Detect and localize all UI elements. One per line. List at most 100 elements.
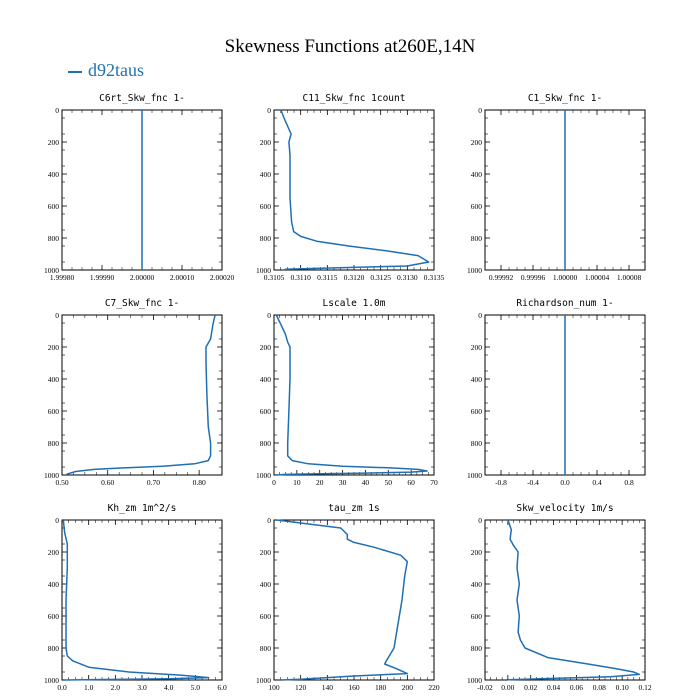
y-tick-label: 600 bbox=[48, 407, 60, 416]
x-tick-label: 0.3105 bbox=[264, 273, 285, 282]
y-tick-label: 600 bbox=[471, 407, 483, 416]
y-tick-label: 200 bbox=[48, 138, 60, 147]
x-tick-label: 0.3135 bbox=[424, 273, 445, 282]
y-tick-label: 400 bbox=[48, 170, 60, 179]
plot-frame bbox=[61, 519, 223, 681]
y-tick-label: 600 bbox=[471, 612, 483, 621]
panel-2: C11_Skw_fnc 1count 0 200 400 600 800 10000.310… bbox=[256, 93, 445, 282]
x-tick-label: 2.00020 bbox=[210, 273, 235, 282]
panel-title: C11_Skw_fnc 1count bbox=[303, 93, 406, 104]
x-tick-label: 0.00 bbox=[501, 683, 514, 692]
plot-frame bbox=[484, 519, 646, 681]
y-tick-label: 800 bbox=[260, 439, 272, 448]
y-tick-label: 800 bbox=[471, 439, 483, 448]
x-tick-label: 0.3120 bbox=[344, 273, 365, 282]
y-tick-label: 600 bbox=[48, 612, 60, 621]
x-tick-label: 200 bbox=[402, 683, 414, 692]
legend-swatch bbox=[68, 70, 82, 73]
plot-frame bbox=[61, 314, 223, 476]
y-tick-label: 0 bbox=[478, 106, 482, 115]
y-tick-label: 600 bbox=[471, 202, 483, 211]
y-tick-label: 200 bbox=[471, 343, 483, 352]
x-tick-label: 40 bbox=[362, 478, 370, 487]
y-tick-label: 800 bbox=[471, 644, 483, 653]
y-tick-label: 200 bbox=[471, 548, 483, 557]
x-tick-label: 100 bbox=[268, 683, 280, 692]
x-tick-label: 2.00010 bbox=[170, 273, 195, 282]
page-title: Skewness Functions at260E,14N bbox=[224, 36, 476, 57]
panel-title: tau_zm 1s bbox=[328, 503, 379, 514]
series-line bbox=[275, 314, 428, 476]
x-tick-label: 0.04 bbox=[547, 683, 560, 692]
y-tick-label: 1000 bbox=[44, 471, 59, 480]
x-tick-label: 4.0 bbox=[164, 683, 174, 692]
x-tick-label: 6.0 bbox=[217, 683, 227, 692]
panel-6: Richardson_num 1- 0 200 400 600 800 1000 -0.8 -0… bbox=[467, 298, 646, 487]
y-tick-label: 800 bbox=[48, 234, 60, 243]
panel-title: C1_Skw_fnc 1- bbox=[528, 93, 602, 104]
y-tick-label: 0 bbox=[55, 311, 59, 320]
x-tick-label: 140 bbox=[322, 683, 334, 692]
x-tick-label: 220 bbox=[428, 683, 440, 692]
y-tick-label: 0 bbox=[267, 106, 271, 115]
x-tick-label: 30 bbox=[339, 478, 347, 487]
y-tick-label: 0 bbox=[478, 516, 482, 525]
x-tick-label: 1.99990 bbox=[90, 273, 115, 282]
x-tick-label: 70 bbox=[430, 478, 438, 487]
y-tick-label: 600 bbox=[48, 202, 60, 211]
x-tick-label: 60 bbox=[407, 478, 415, 487]
y-tick-label: 1000 bbox=[256, 471, 271, 480]
panel-9: Skw_velocity 1m/s 0 200 400 600 800 1000-0.02 0… bbox=[467, 503, 652, 692]
y-tick-label: 400 bbox=[471, 375, 483, 384]
plot-frame bbox=[273, 314, 435, 476]
y-tick-label: 200 bbox=[260, 548, 272, 557]
y-tick-label: 1000 bbox=[256, 266, 271, 275]
y-tick-label: 400 bbox=[471, 170, 483, 179]
y-tick-label: 800 bbox=[48, 439, 60, 448]
panel-3: C1_Skw_fnc 1- 0 200 400 600 800 1000 0.99992 0.9… bbox=[467, 93, 646, 282]
panel-title: C6rt_Skw_fnc 1- bbox=[99, 93, 185, 104]
y-tick-label: 1000 bbox=[44, 266, 59, 275]
series-line bbox=[62, 519, 210, 681]
x-tick-label: 0.0 bbox=[560, 478, 570, 487]
x-tick-label: 0.8 bbox=[624, 478, 634, 487]
y-tick-label: 600 bbox=[260, 612, 272, 621]
x-tick-label: 0.0 bbox=[57, 683, 67, 692]
x-tick-label: 0.12 bbox=[638, 683, 651, 692]
y-tick-label: 800 bbox=[260, 644, 272, 653]
series-line bbox=[507, 519, 641, 681]
x-tick-label: 180 bbox=[375, 683, 387, 692]
x-tick-label: 0.3115 bbox=[317, 273, 338, 282]
y-tick-label: 400 bbox=[260, 375, 272, 384]
x-tick-label: 0.3125 bbox=[370, 273, 391, 282]
x-tick-label: 0.08 bbox=[593, 683, 606, 692]
series-line bbox=[66, 314, 216, 475]
y-tick-label: 400 bbox=[260, 580, 272, 589]
y-tick-label: 400 bbox=[48, 580, 60, 589]
y-tick-label: 400 bbox=[48, 375, 60, 384]
y-tick-label: 1000 bbox=[467, 266, 482, 275]
y-tick-label: 200 bbox=[48, 343, 60, 352]
y-tick-label: 1000 bbox=[44, 676, 59, 685]
x-tick-label: 1.0 bbox=[84, 683, 94, 692]
x-tick-label: 0.50 bbox=[55, 478, 68, 487]
x-tick-label: 20 bbox=[316, 478, 324, 487]
y-tick-label: 400 bbox=[471, 580, 483, 589]
y-tick-label: 200 bbox=[48, 548, 60, 557]
x-tick-label: 0.60 bbox=[101, 478, 114, 487]
panel-title: Kh_zm 1m^2/s bbox=[108, 503, 177, 514]
y-tick-label: 0 bbox=[267, 311, 271, 320]
y-tick-label: 0 bbox=[55, 516, 59, 525]
y-tick-label: 0 bbox=[267, 516, 271, 525]
x-tick-label: 2.00000 bbox=[130, 273, 155, 282]
y-tick-label: 200 bbox=[260, 138, 272, 147]
x-tick-label: 0.4 bbox=[592, 478, 602, 487]
x-tick-label: 1.99980 bbox=[50, 273, 75, 282]
x-tick-label: 0.99992 bbox=[489, 273, 514, 282]
y-tick-label: 1000 bbox=[256, 676, 271, 685]
